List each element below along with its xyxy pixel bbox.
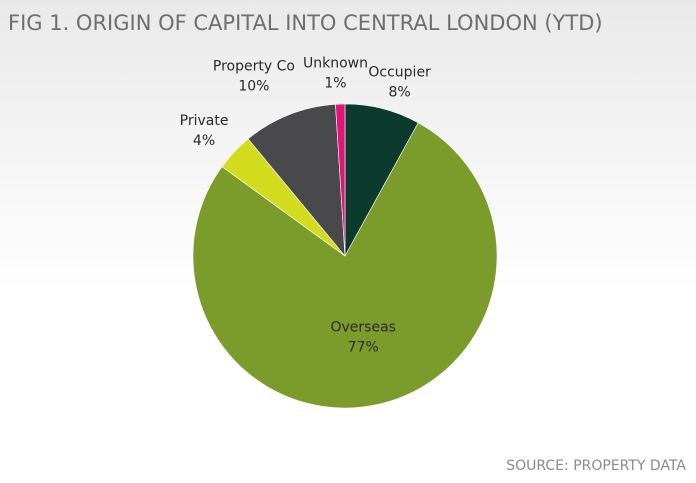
slice-label: Property Co	[213, 59, 295, 75]
slice-label: Unknown	[303, 55, 368, 71]
slice-value-label: 77%	[348, 340, 379, 356]
pie-slice	[192, 122, 498, 409]
pie-slice	[247, 103, 346, 257]
slice-value-label: 4%	[193, 133, 215, 149]
source-note: SOURCE: PROPERTY DATA	[506, 458, 686, 474]
pie-slice	[335, 103, 346, 257]
slice-value-label: 10%	[238, 79, 269, 95]
slice-label: Private	[180, 113, 229, 129]
slice-label: Occupier	[368, 64, 431, 80]
chart-title: FIG 1. ORIGIN OF CAPITAL INTO CENTRAL LO…	[8, 11, 603, 35]
slice-value-label: 1%	[324, 75, 346, 91]
slice-value-label: 8%	[388, 84, 410, 100]
slice-label: Overseas	[331, 320, 396, 336]
